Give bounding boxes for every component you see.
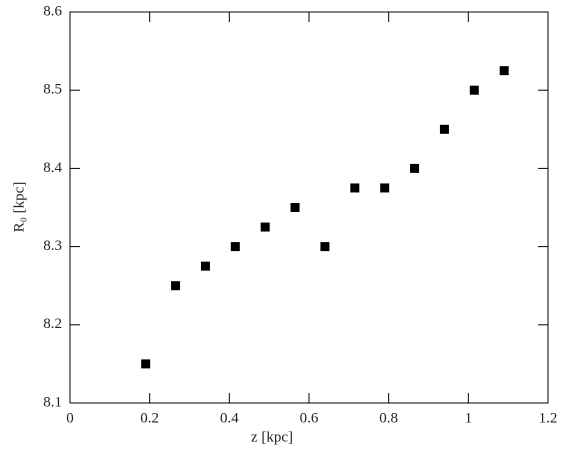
data-point [290,203,300,212]
y-tick-label: 8.6 [43,3,62,19]
data-point [469,85,479,95]
data-point [380,183,390,193]
data-point [439,124,449,134]
y-axis-label: R₀ [kpc] [11,182,27,233]
data-point [171,281,181,291]
data-point [230,242,240,252]
y-tick-label: 8.4 [43,160,62,176]
x-tick-label: 0.6 [300,410,319,426]
x-tick-label: 0.8 [379,410,398,426]
y-tick-label: 8.3 [43,238,62,254]
data-point [410,163,420,173]
data-point [320,242,330,252]
y-tick-label: 8.5 [43,82,62,98]
x-tick-label: 0.4 [220,410,239,426]
y-tick-label: 8.2 [43,316,62,332]
x-tick-label: 0.2 [140,410,159,426]
x-axis-label: z [kpc] [251,429,293,445]
data-point [499,66,509,76]
plot-frame [69,11,549,404]
y-tick-label: 8.1 [43,394,62,410]
x-tick-label: 1 [465,410,473,426]
data-point [200,261,210,271]
data-point [260,222,270,232]
data-point [350,183,360,193]
x-tick-label: 0 [66,410,74,426]
data-point [141,359,151,369]
x-tick-label: 1.2 [539,410,558,426]
